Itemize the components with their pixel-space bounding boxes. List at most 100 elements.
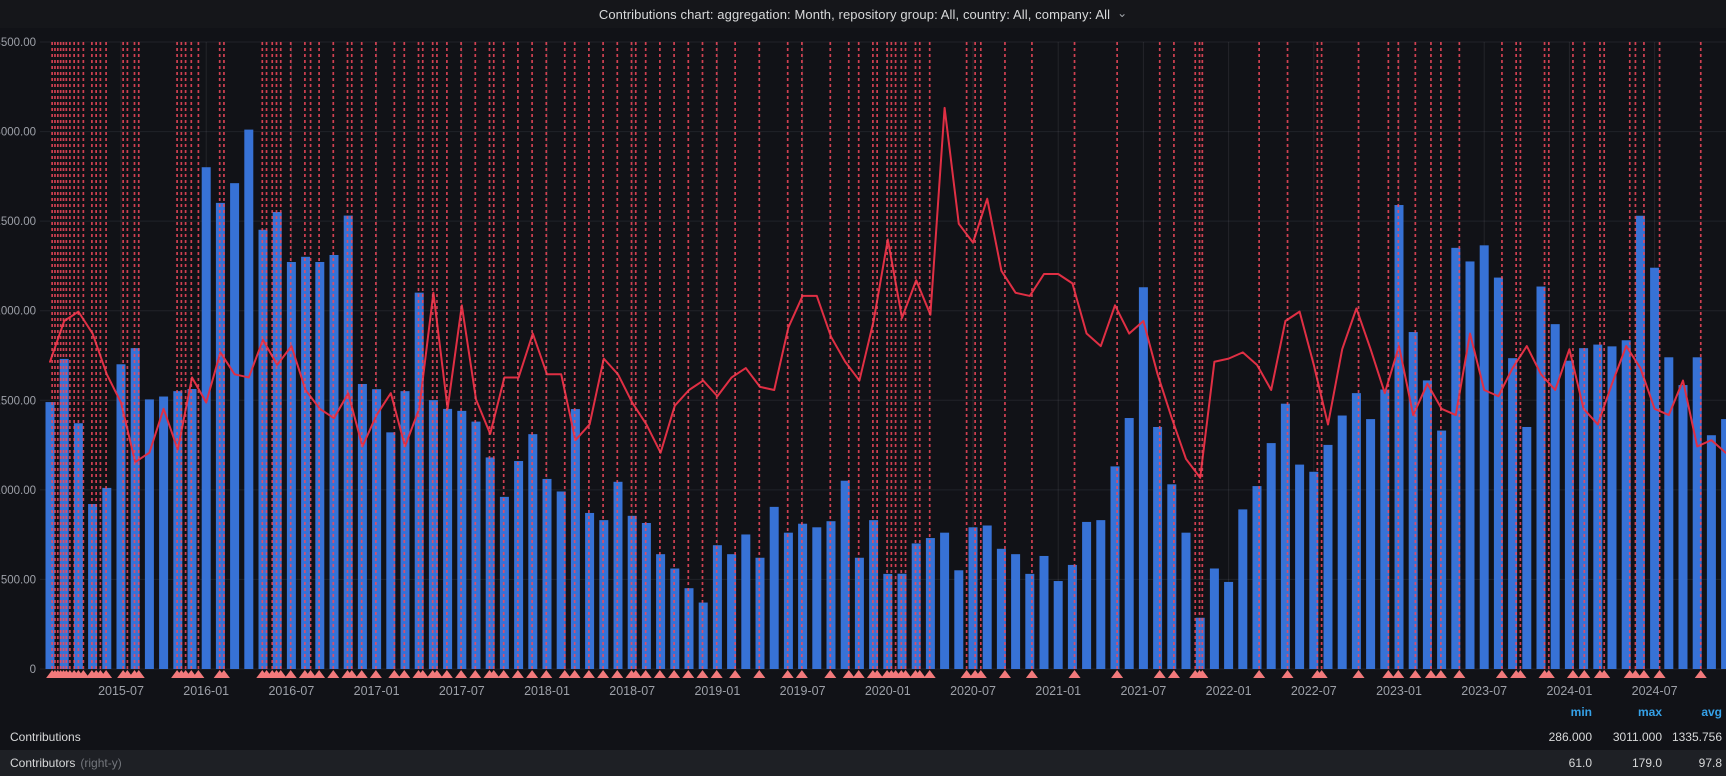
annotation-marker bbox=[824, 670, 837, 678]
annotation-marker bbox=[899, 670, 912, 678]
annotation-marker bbox=[217, 670, 230, 678]
svg-text:2019-01: 2019-01 bbox=[694, 684, 740, 698]
contributions-min-value: 286.000 bbox=[1548, 730, 1592, 744]
annotation-marker bbox=[77, 670, 90, 678]
contribution-bar bbox=[1706, 435, 1716, 669]
contribution-bar bbox=[1678, 385, 1688, 669]
svg-text:2023-07: 2023-07 bbox=[1461, 684, 1507, 698]
contributions-bars[interactable] bbox=[45, 129, 1726, 670]
contribution-bar bbox=[840, 480, 850, 669]
annotation-marker bbox=[639, 670, 652, 678]
contributions-avg-value: 1335.756 bbox=[1671, 730, 1722, 744]
annotation-marker bbox=[1315, 670, 1328, 678]
annotation-marker bbox=[611, 670, 624, 678]
contribution-bar bbox=[883, 573, 893, 669]
contribution-bar bbox=[769, 506, 779, 669]
legend-col-max[interactable]: max bbox=[1637, 705, 1662, 719]
contribution-bar bbox=[1564, 360, 1574, 669]
contribution-bar bbox=[1238, 509, 1248, 669]
contribution-bar bbox=[485, 457, 495, 669]
svg-text:2016-01: 2016-01 bbox=[183, 684, 229, 698]
svg-text:2020-07: 2020-07 bbox=[950, 684, 996, 698]
annotation-marker bbox=[1453, 670, 1466, 678]
contribution-bar bbox=[613, 481, 623, 669]
svg-text:2021-07: 2021-07 bbox=[1120, 684, 1166, 698]
contribution-bar bbox=[1181, 532, 1191, 669]
contribution-bar bbox=[1479, 245, 1489, 669]
svg-text:500.00: 500.00 bbox=[1, 574, 36, 586]
contribution-bar bbox=[1337, 415, 1347, 669]
svg-text:2022-01: 2022-01 bbox=[1206, 684, 1252, 698]
contribution-bar bbox=[1124, 418, 1134, 669]
contribution-bar bbox=[1053, 581, 1063, 669]
annotation-marker bbox=[1637, 670, 1650, 678]
legend-col-avg[interactable]: avg bbox=[1701, 705, 1722, 719]
contribution-bar bbox=[1664, 357, 1674, 669]
contribution-bar bbox=[1110, 466, 1120, 669]
contribution-bar bbox=[1536, 286, 1546, 669]
annotation-marker bbox=[710, 670, 723, 678]
contribution-bar bbox=[1096, 520, 1106, 669]
contribution-bar bbox=[1366, 419, 1376, 669]
contribution-bar bbox=[1309, 471, 1319, 669]
svg-text:2020-01: 2020-01 bbox=[865, 684, 911, 698]
annotation-marker bbox=[100, 670, 113, 678]
svg-text:3000.00: 3000.00 bbox=[0, 127, 36, 139]
svg-text:2500.00: 2500.00 bbox=[0, 216, 36, 228]
contribution-bar bbox=[1266, 443, 1276, 669]
annotation-marker bbox=[1495, 670, 1508, 678]
contributors-line bbox=[49, 106, 1726, 479]
contribution-bar bbox=[1465, 261, 1475, 669]
svg-text:2017-01: 2017-01 bbox=[354, 684, 400, 698]
contribution-bar bbox=[684, 588, 694, 669]
contribution-bar bbox=[1621, 340, 1631, 669]
annotation-marker bbox=[1167, 670, 1180, 678]
contribution-bar bbox=[1635, 215, 1645, 670]
legend-series-contributors[interactable]: Contributors bbox=[10, 756, 76, 770]
contributions-chart[interactable]: 3500.00 3000.00 2500.00 2000.00 1500.00 1000.… bbox=[0, 28, 1726, 702]
contribution-bar bbox=[1138, 287, 1148, 669]
annotation-lines[interactable] bbox=[51, 42, 1702, 669]
x-axis-labels: 2015-07 2016-01 2016-07 2017-01 2017-07 2018-… bbox=[98, 684, 1678, 698]
contribution-bar bbox=[59, 358, 69, 669]
annotation-markers[interactable] bbox=[46, 670, 1707, 678]
chevron-down-icon[interactable]: ⌄ bbox=[1117, 6, 1128, 20]
contribution-bar bbox=[925, 538, 935, 669]
svg-text:2018-01: 2018-01 bbox=[524, 684, 570, 698]
annotation-marker bbox=[540, 670, 553, 678]
contribution-bar bbox=[1082, 521, 1092, 669]
contribution-bar bbox=[1508, 358, 1518, 669]
legend-series-contributions[interactable]: Contributions bbox=[10, 730, 81, 744]
annotation-marker bbox=[1253, 670, 1266, 678]
contribution-bar bbox=[144, 399, 154, 669]
annotation-marker bbox=[274, 670, 287, 678]
contribution-bar bbox=[1380, 389, 1390, 669]
contribution-bar bbox=[1153, 426, 1163, 669]
legend-col-min[interactable]: min bbox=[1570, 705, 1592, 719]
annotation-marker bbox=[388, 670, 401, 678]
contribution-bar bbox=[1579, 348, 1589, 669]
contribution-bar bbox=[159, 396, 169, 669]
annotation-marker bbox=[1542, 670, 1555, 678]
contribution-bar bbox=[897, 573, 907, 669]
annotation-marker bbox=[192, 670, 205, 678]
contributors-min-value: 61.0 bbox=[1568, 756, 1592, 770]
annotation-marker bbox=[1409, 670, 1422, 678]
annotation-marker bbox=[629, 670, 642, 678]
panel-header[interactable]: Contributions chart: aggregation: Month,… bbox=[0, 0, 1726, 28]
annotation-marker bbox=[497, 670, 510, 678]
contribution-bar bbox=[741, 534, 751, 669]
contribution-bar bbox=[201, 167, 211, 669]
annotation-marker bbox=[795, 670, 808, 678]
legend-series-contributors-axis[interactable]: (right-y) bbox=[80, 756, 122, 770]
contribution-bar bbox=[1039, 555, 1049, 669]
panel-title[interactable]: Contributions chart: aggregation: Month,… bbox=[598, 6, 1111, 22]
contribution-bar bbox=[1451, 247, 1461, 669]
annotation-marker bbox=[132, 670, 145, 678]
annotation-marker bbox=[1025, 670, 1038, 678]
contribution-bar bbox=[471, 421, 481, 669]
contribution-bar bbox=[88, 504, 98, 669]
svg-text:2021-01: 2021-01 bbox=[1035, 684, 1081, 698]
annotation-marker bbox=[568, 670, 581, 678]
